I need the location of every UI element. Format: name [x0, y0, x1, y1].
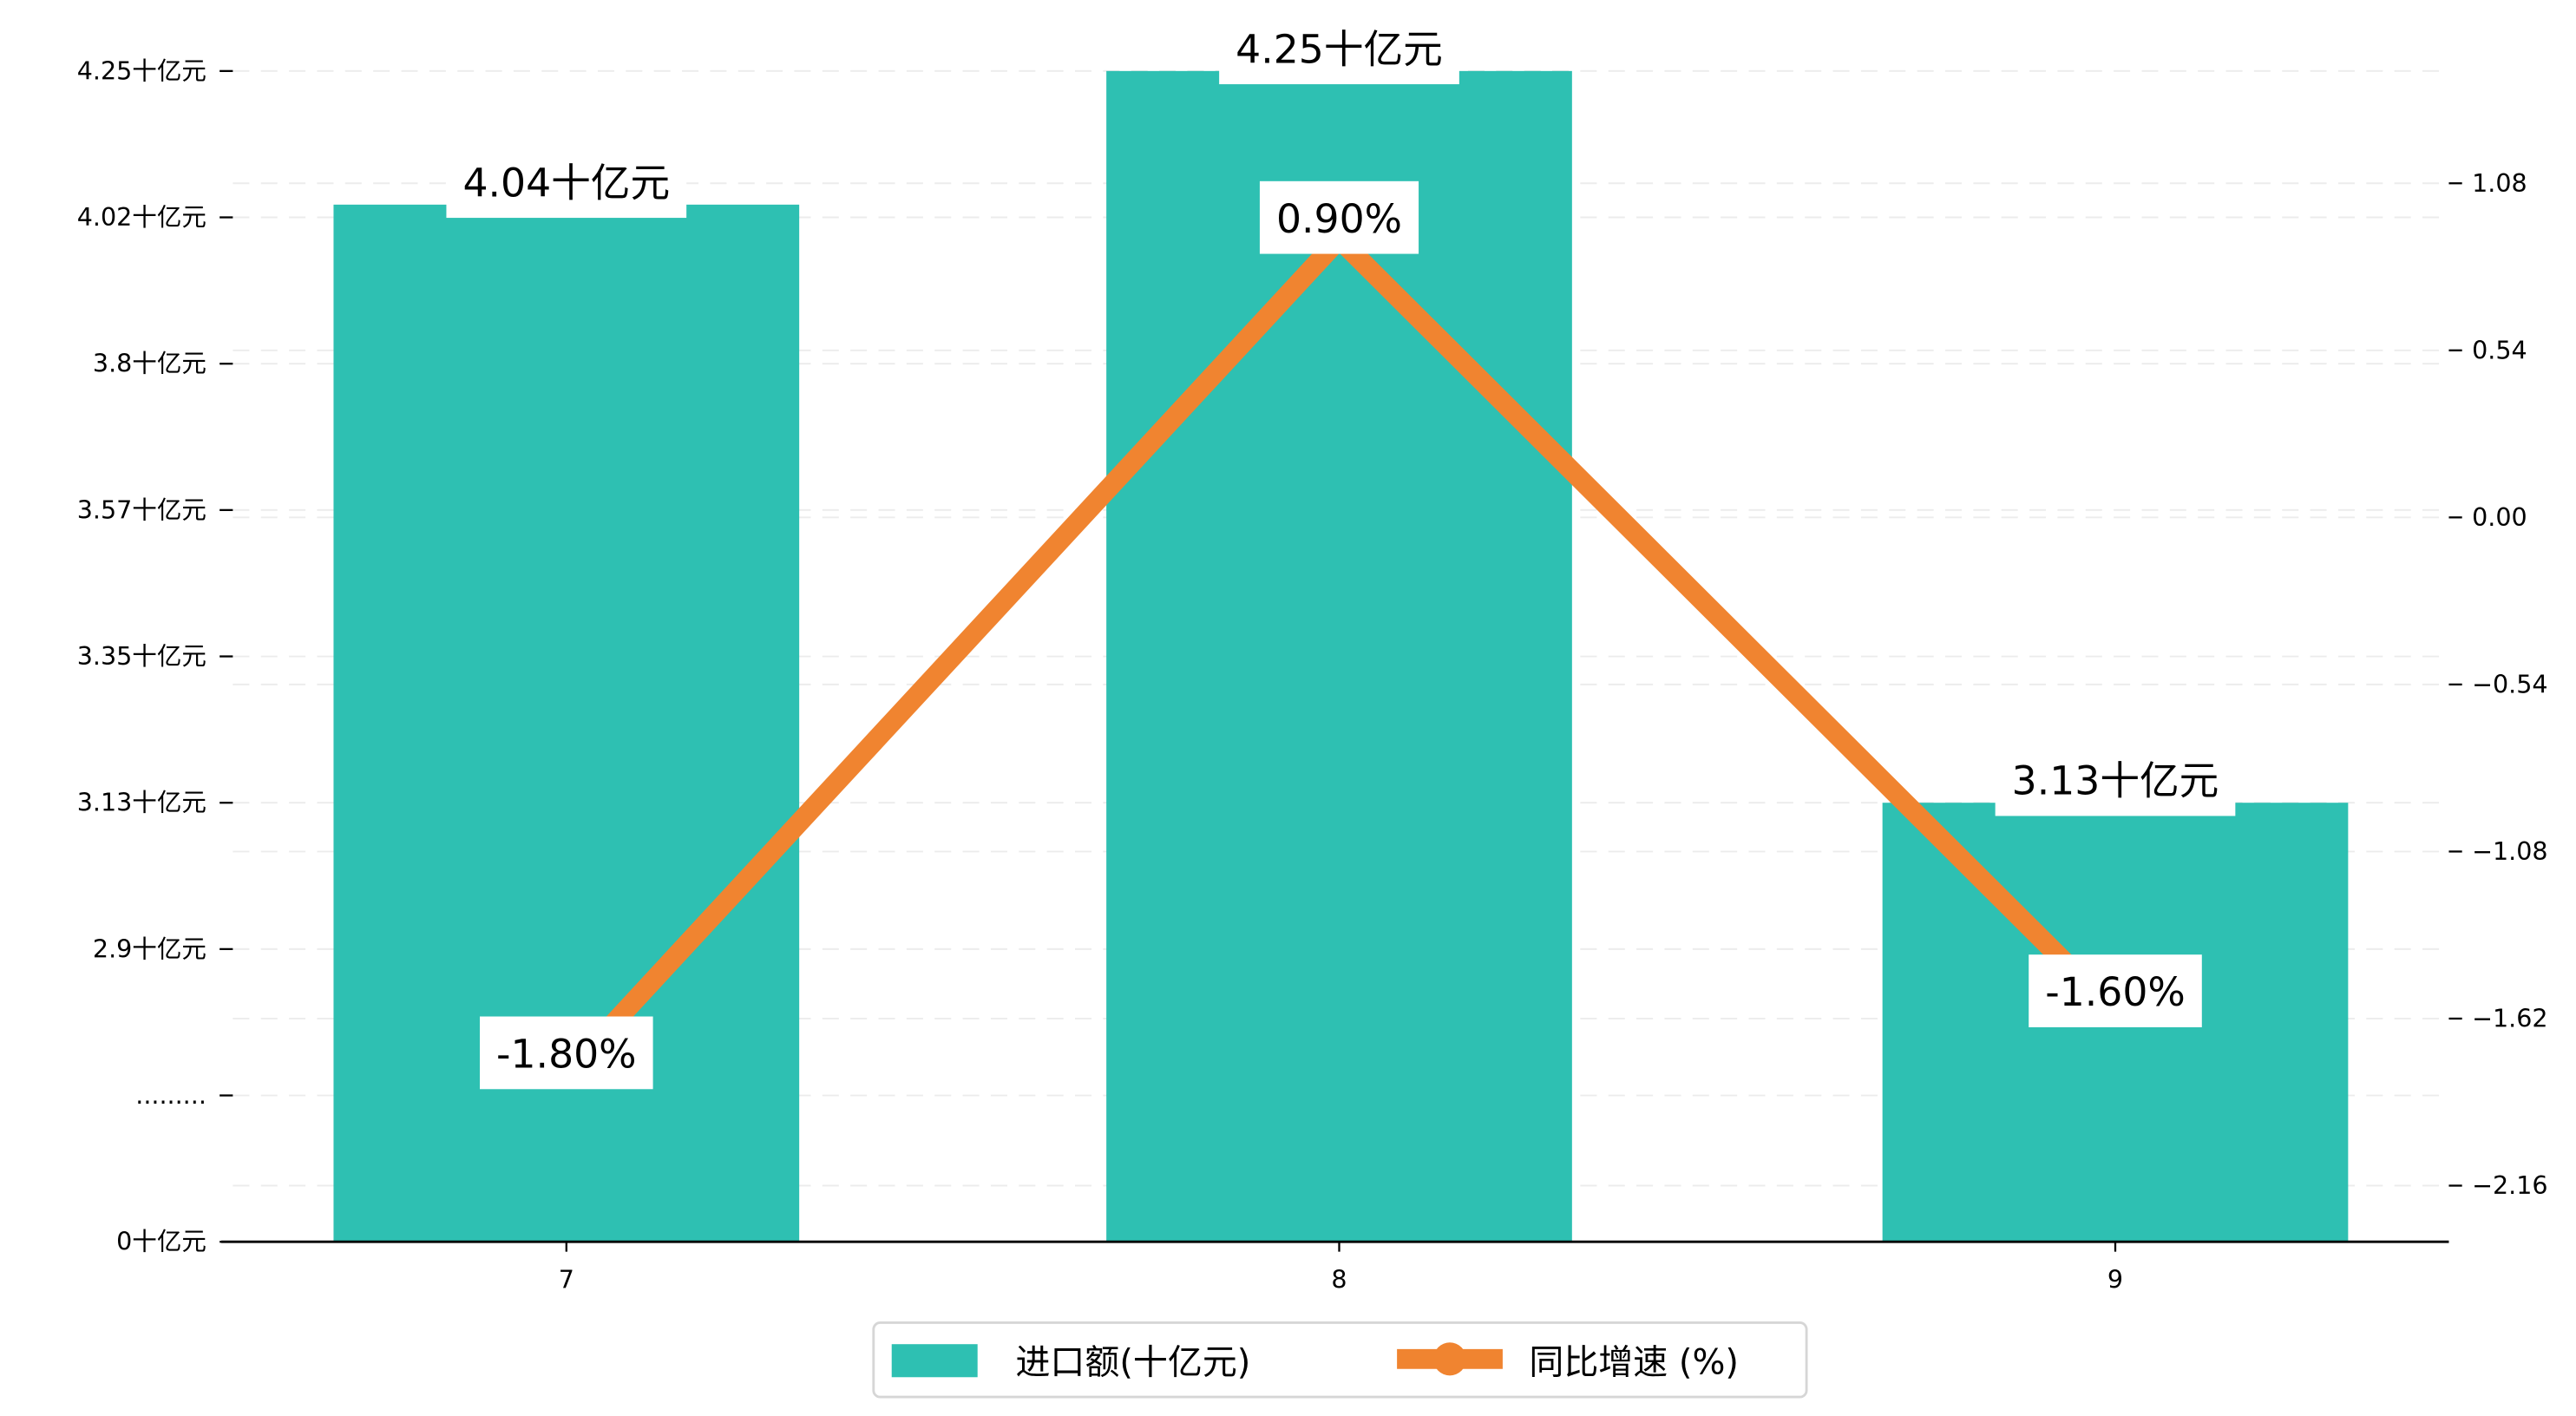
data-label-text: 4.25十亿元 [1236, 26, 1443, 72]
left-tick-label: 2.9十亿元 [93, 934, 206, 963]
right-tick-label: −1.62 [2472, 1004, 2547, 1032]
data-labels: 4.04十亿元 4.25十亿元 3.13十亿元 -1.80% 0.90% -1.60% [446, 11, 2236, 1090]
data-label-box [1219, 11, 1459, 85]
legend-bar-label: 进口额(十亿元) [1015, 1342, 1250, 1382]
bar-8 [1106, 70, 1572, 1242]
data-label-box [1995, 743, 2236, 816]
data-label-text: -1.60% [2045, 969, 2186, 1015]
data-label-box [480, 1016, 653, 1090]
bar-value-label: 4.25十亿元 [1219, 11, 1459, 85]
legend-line-label: 同比增速 (%) [1529, 1342, 1739, 1382]
left-axis: 0十亿元......... 2.9十亿元 3.13十亿元 3.35十亿元 3.57十亿元… [77, 56, 233, 1256]
x-axis: 7 8 9 [221, 1240, 2449, 1295]
bar-value-label: 3.13十亿元 [1995, 743, 2236, 816]
left-tick-label: 3.13十亿元 [77, 789, 206, 817]
left-tick-label: 4.02十亿元 [77, 203, 206, 232]
data-label-box [2029, 954, 2202, 1027]
x-tick-label: 7 [559, 1266, 574, 1295]
data-label-text: -1.80% [496, 1032, 637, 1078]
legend: 进口额(十亿元) 同比增速 (%) [872, 1321, 1808, 1399]
right-tick-label: 0.00 [2472, 503, 2527, 532]
data-label-text: 3.13十亿元 [2012, 758, 2219, 804]
left-tick-label: 4.25十亿元 [77, 56, 206, 85]
growth-value-label: -1.80% [480, 1016, 653, 1090]
x-tick-label: 8 [1331, 1266, 1347, 1295]
left-tick-label: 0十亿元 [116, 1228, 206, 1256]
growth-value-label: -1.60% [2029, 954, 2202, 1027]
legend-box [872, 1321, 1808, 1399]
left-tick-label: 3.35十亿元 [77, 642, 206, 671]
right-tick-label: −1.08 [2472, 837, 2547, 866]
legend-bar-swatch [891, 1344, 978, 1378]
data-label-text: 0.90% [1276, 196, 1402, 242]
left-tick-label: 3.57十亿元 [77, 495, 206, 524]
data-label-box [446, 145, 687, 219]
left-tick-label: ......... [135, 1081, 206, 1110]
right-tick-label: 1.08 [2472, 169, 2527, 198]
right-tick-label: −2.16 [2472, 1171, 2547, 1200]
right-tick-label: 0.54 [2472, 336, 2527, 364]
growth-value-label: 0.90% [1259, 180, 1419, 254]
left-tick-label: 3.8十亿元 [93, 350, 206, 378]
x-tick-label: 9 [2107, 1266, 2123, 1295]
right-axis: −2.16 −1.62 −1.08 −0.54 0.00 0.54 1.08 [2448, 169, 2548, 1200]
legend-line-marker [1432, 1342, 1467, 1376]
bar-value-label: 4.04十亿元 [446, 145, 687, 219]
right-tick-label: −0.54 [2472, 670, 2547, 698]
data-label-box [1259, 180, 1419, 254]
data-label-text: 4.04十亿元 [462, 160, 670, 206]
